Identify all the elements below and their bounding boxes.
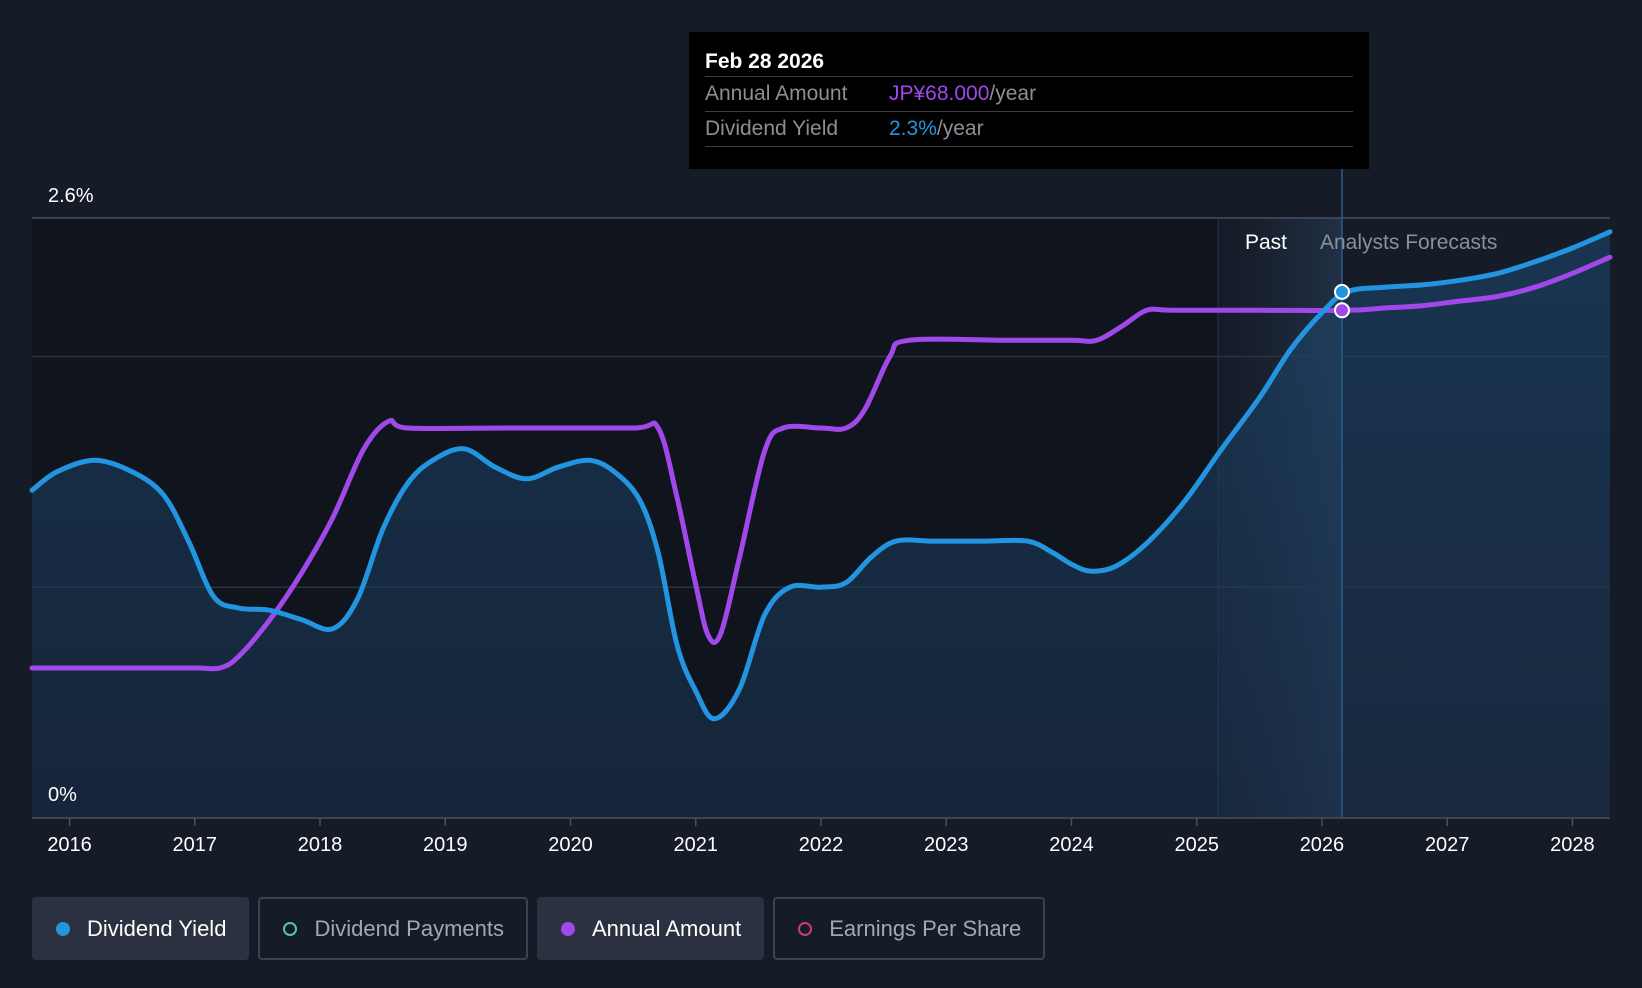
dividend-yield-area bbox=[32, 231, 1610, 819]
legend-earnings-per-share[interactable]: Earnings Per Share bbox=[773, 897, 1046, 960]
y-axis-top-label: 2.6% bbox=[48, 185, 94, 207]
x-tick-label: 2017 bbox=[173, 834, 218, 856]
x-tick-label: 2019 bbox=[423, 834, 468, 856]
x-tick-label: 2020 bbox=[548, 834, 593, 856]
annual-amount-dot-icon bbox=[560, 921, 575, 936]
highlight-markers bbox=[1333, 283, 1350, 319]
earnings-per-share-ring-icon bbox=[798, 921, 813, 936]
legend-dividend-yield[interactable]: Dividend Yield bbox=[32, 897, 250, 960]
legend-dividend-payments[interactable]: Dividend Payments bbox=[258, 897, 528, 960]
x-axis: 2016 2017 2018 2019 2020 2021 2022 2023 2024 2025… bbox=[32, 817, 1610, 856]
x-tick-label: 2026 bbox=[1300, 834, 1345, 856]
x-tick-label: 2025 bbox=[1174, 834, 1219, 856]
legend-annual-amount[interactable]: Annual Amount bbox=[536, 897, 765, 960]
tooltip-row-annual-amount: Annual Amount JP¥68.000 /year bbox=[705, 76, 1353, 111]
tooltip-unit: /year bbox=[989, 82, 1037, 105]
legend: Dividend Yield Dividend Payments Annual … bbox=[32, 897, 1046, 960]
tooltip-date: Feb 28 2026 bbox=[705, 50, 825, 73]
dividend-yield-dot-icon bbox=[56, 921, 70, 936]
x-tick-label: 2022 bbox=[799, 834, 844, 856]
x-tick-label: 2018 bbox=[298, 834, 343, 856]
legend-label: Dividend Yield bbox=[87, 915, 227, 941]
past-label: Past bbox=[1245, 231, 1287, 254]
dividend-yield-marker bbox=[1333, 283, 1350, 300]
legend-label: Dividend Payments bbox=[314, 915, 504, 941]
annual-amount-marker bbox=[1333, 302, 1350, 319]
x-tick-label: 2027 bbox=[1425, 834, 1470, 856]
x-tick-label: 2021 bbox=[674, 834, 719, 856]
x-tick-label: 2024 bbox=[1049, 834, 1094, 856]
y-axis-bottom-label: 0% bbox=[48, 784, 77, 806]
legend-label: Annual Amount bbox=[591, 915, 742, 941]
dividend-yield-line bbox=[29, 229, 1613, 722]
tooltip-label: Annual Amount bbox=[705, 82, 848, 105]
dividend-payments-ring-icon bbox=[283, 921, 298, 936]
x-tick-label: 2023 bbox=[924, 834, 969, 856]
x-tick-label: 2016 bbox=[47, 834, 92, 856]
tooltip: Feb 28 2026 Annual Amount JP¥68.000 /yea… bbox=[689, 32, 1369, 169]
tooltip-label: Dividend Yield bbox=[705, 117, 839, 140]
tooltip-unit: /year bbox=[936, 117, 984, 140]
forecast-label: Analysts Forecasts bbox=[1320, 231, 1497, 254]
tooltip-value: 2.3% bbox=[889, 117, 937, 140]
x-tick-label: 2028 bbox=[1550, 834, 1595, 856]
legend-label: Earnings Per Share bbox=[829, 915, 1022, 941]
tooltip-value: JP¥68.000 bbox=[889, 82, 990, 105]
tooltip-row-dividend-yield: Dividend Yield 2.3% /year bbox=[705, 111, 1353, 147]
